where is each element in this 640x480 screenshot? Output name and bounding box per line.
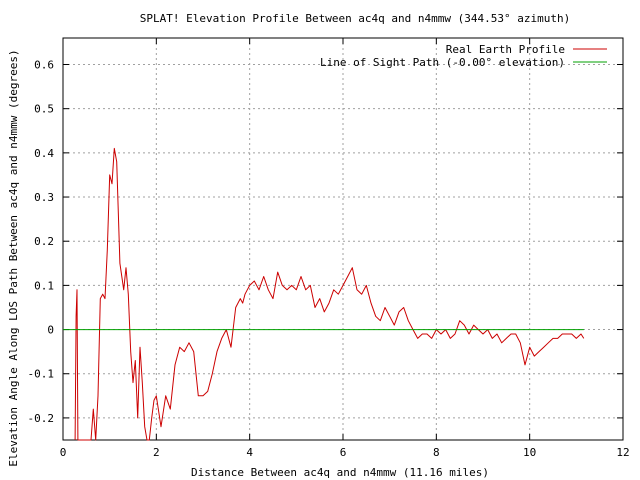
x-tick-label: 10: [523, 446, 536, 459]
x-tick-label: 4: [246, 446, 253, 459]
y-tick-label: -0.2: [28, 412, 55, 425]
y-tick-label: -0.1: [28, 368, 55, 381]
y-tick-label: 0.4: [34, 147, 54, 160]
x-tick-label: 2: [153, 446, 160, 459]
series-lines: [63, 147, 585, 441]
y-tick-label: 0.2: [34, 235, 54, 248]
y-tick-label: 0.5: [34, 103, 54, 116]
y-tick-label: 0.6: [34, 59, 54, 72]
chart-title: SPLAT! Elevation Profile Between ac4q an…: [140, 12, 570, 25]
x-tick-label: 6: [340, 446, 347, 459]
legend-label-2: Line of Sight Path (-0.00° elevation): [320, 56, 565, 69]
y-tick-label: 0.3: [34, 191, 54, 204]
x-tick-label: 8: [433, 446, 440, 459]
x-axis-label: Distance Between ac4q and n4mmw (11.16 m…: [191, 466, 489, 479]
x-tick-label: 12: [616, 446, 629, 459]
legend-label-1: Real Earth Profile: [446, 43, 565, 56]
series-line-1: [74, 147, 585, 441]
grid-lines: [63, 38, 623, 440]
y-tick-label: 0.1: [34, 279, 54, 292]
y-axis: -0.2 -0.1 0 0.1 0.2 0.3 0.4 0.5 0.6: [28, 59, 623, 425]
y-tick-label: 0: [47, 324, 54, 337]
x-tick-label: 0: [60, 446, 67, 459]
x-axis: 0 2 4 6 8 10 12: [60, 38, 630, 459]
y-axis-label: Elevation Angle Along LOS Path Between a…: [7, 49, 20, 466]
